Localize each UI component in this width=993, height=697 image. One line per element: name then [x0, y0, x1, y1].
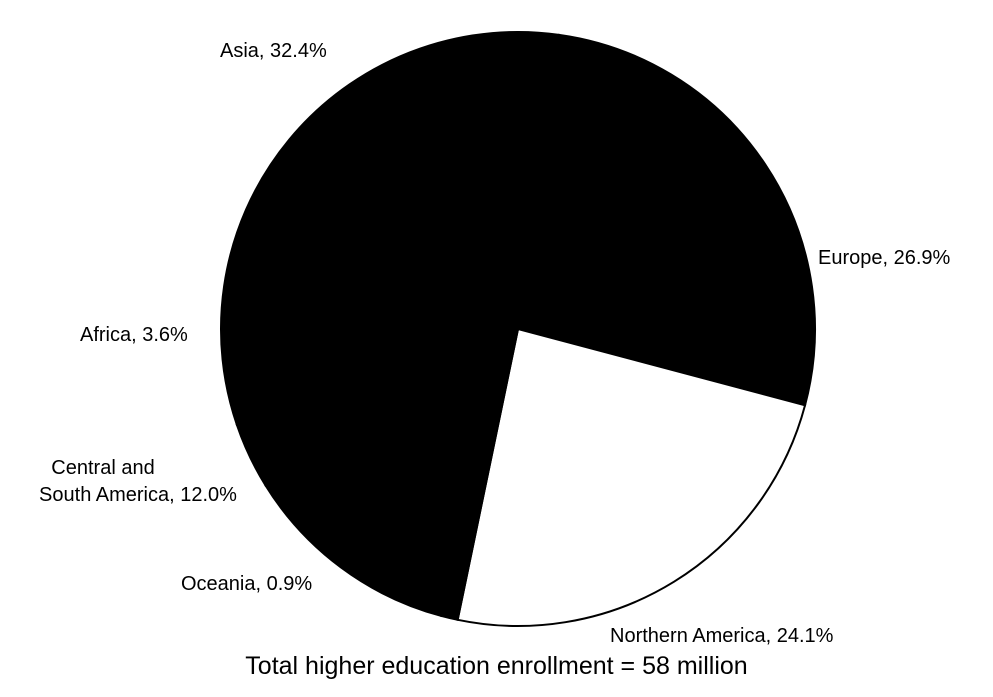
slice-northern-america [456, 327, 807, 627]
label-asia: Asia, 32.4% [220, 40, 327, 62]
label-europe: Europe, 26.9% [818, 247, 951, 269]
label-oceania: Oceania, 0.9% [181, 573, 312, 595]
pie-slices [220, 31, 816, 627]
slice-labels: Asia, 32.4% Europe, 26.9% Northern Ameri… [39, 40, 950, 647]
label-central-south-america-line2: South America, 12.0% [39, 484, 237, 506]
slice-europe [516, 33, 816, 407]
label-northern-america: Northern America, 24.1% [610, 625, 834, 647]
chart-caption: Total higher education enrollment = 58 m… [245, 652, 748, 680]
slice-asia [220, 31, 561, 427]
slice-central-and-south-america [264, 326, 520, 618]
slice-africa [235, 328, 519, 487]
label-africa: Africa, 3.6% [80, 324, 188, 346]
label-central-south-america-line1: Central and [51, 457, 154, 479]
